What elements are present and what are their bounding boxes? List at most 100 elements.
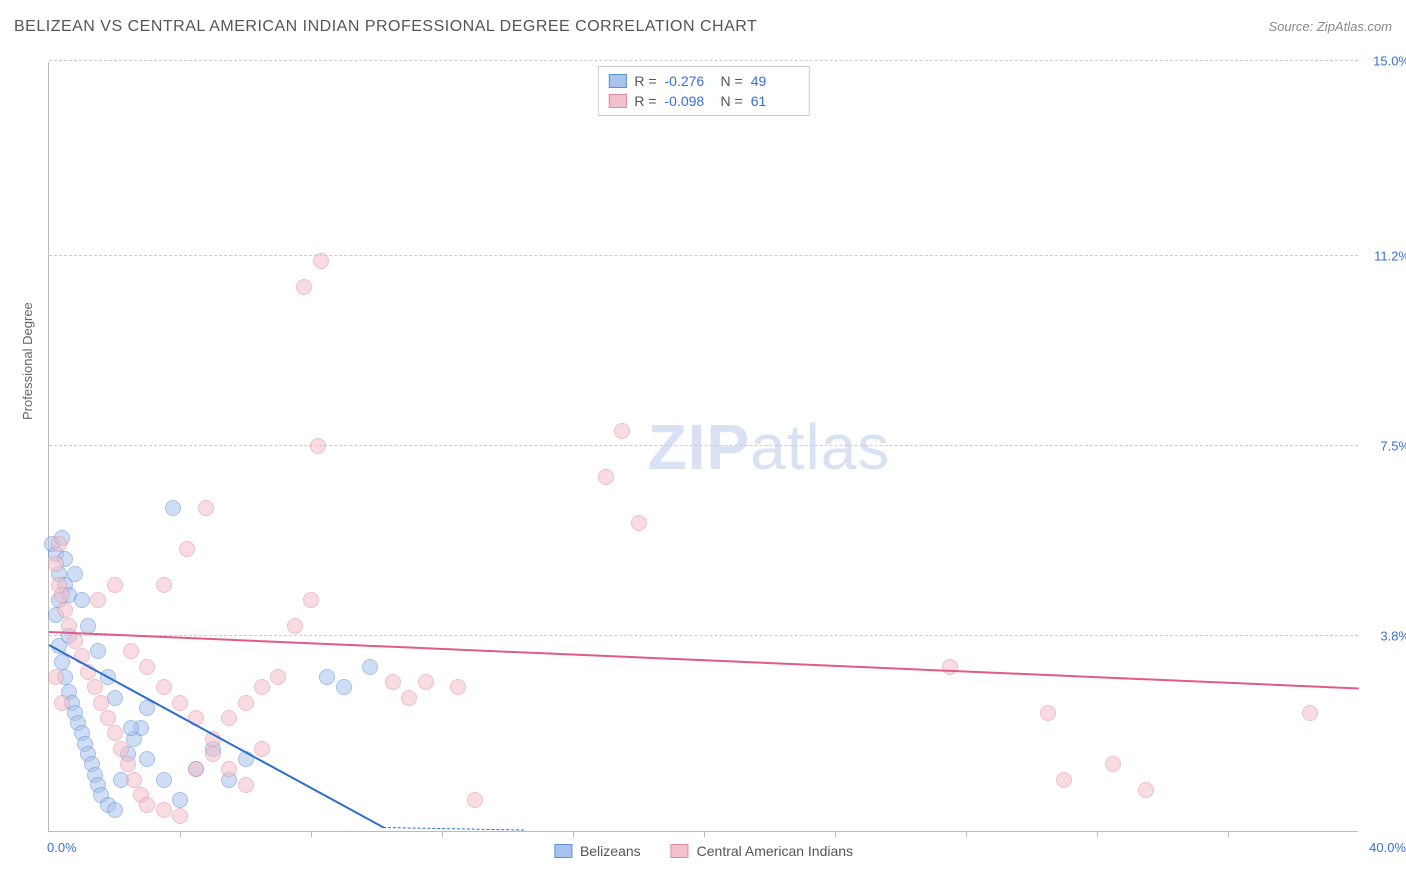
scatter-point [156, 772, 172, 788]
scatter-point [54, 695, 70, 711]
scatter-point [107, 577, 123, 593]
scatter-point [93, 695, 109, 711]
y-tick-label: 15.0% [1373, 54, 1406, 69]
scatter-point [139, 751, 155, 767]
scatter-point [90, 592, 106, 608]
scatter-point [631, 515, 647, 531]
swatch [554, 844, 572, 858]
scatter-point [362, 659, 378, 675]
x-tick-mark [1228, 831, 1229, 837]
scatter-point [1056, 772, 1072, 788]
scatter-point [48, 669, 64, 685]
scatter-point [67, 633, 83, 649]
scatter-point [179, 541, 195, 557]
scatter-point [287, 618, 303, 634]
swatch [608, 74, 626, 88]
scatter-point [80, 618, 96, 634]
scatter-point [238, 695, 254, 711]
scatter-point [156, 577, 172, 593]
scatter-point [139, 797, 155, 813]
scatter-point [198, 500, 214, 516]
x-tick-mark [1097, 831, 1098, 837]
x-tick-mark [311, 831, 312, 837]
chart-title: BELIZEAN VS CENTRAL AMERICAN INDIAN PROF… [14, 18, 757, 36]
scatter-point [90, 643, 106, 659]
scatter-point [107, 725, 123, 741]
x-tick-mark [442, 831, 443, 837]
gridline [49, 635, 1358, 636]
scatter-point [48, 556, 64, 572]
scatter-point [87, 679, 103, 695]
scatter-point [156, 802, 172, 818]
scatter-point [100, 710, 116, 726]
x-tick-mark [573, 831, 574, 837]
scatter-point [336, 679, 352, 695]
y-axis-label: Professional Degree [20, 302, 35, 420]
scatter-point [310, 438, 326, 454]
scatter-point [54, 587, 70, 603]
chart-source: Source: ZipAtlas.com [1268, 19, 1392, 34]
scatter-point [221, 761, 237, 777]
scatter-point [401, 690, 417, 706]
r-label: R = [634, 73, 656, 89]
scatter-point [51, 536, 67, 552]
scatter-point [303, 592, 319, 608]
scatter-point [313, 253, 329, 269]
legend-label: Central American Indians [697, 843, 853, 859]
y-tick-label: 3.8% [1380, 628, 1406, 643]
gridline [49, 445, 1358, 446]
trend-line-dashed [383, 827, 524, 831]
trend-line [49, 631, 1359, 689]
scatter-point [450, 679, 466, 695]
correlation-box: R = -0.276 N = 49 R = -0.098 N = 61 [597, 66, 809, 116]
chart-header: BELIZEAN VS CENTRAL AMERICAN INDIAN PROF… [14, 18, 1392, 36]
x-tick-max: 40.0% [1369, 840, 1406, 855]
scatter-point [254, 741, 270, 757]
scatter-point [598, 469, 614, 485]
scatter-point [385, 674, 401, 690]
scatter-point [296, 279, 312, 295]
scatter-point [113, 741, 129, 757]
n-value: 61 [751, 93, 799, 109]
scatter-point [1138, 782, 1154, 798]
y-tick-label: 11.2% [1374, 249, 1406, 264]
watermark-rest: atlas [750, 411, 890, 483]
x-tick-mark [180, 831, 181, 837]
legend-item: Belizeans [554, 843, 641, 859]
watermark-bold: ZIP [648, 411, 751, 483]
plot-area: ZIPatlas R = -0.276 N = 49 R = -0.098 N … [48, 62, 1358, 832]
swatch [671, 844, 689, 858]
scatter-point [418, 674, 434, 690]
n-label: N = [721, 73, 743, 89]
scatter-point [123, 720, 139, 736]
scatter-point [67, 566, 83, 582]
scatter-point [120, 756, 136, 772]
r-value: -0.276 [665, 73, 713, 89]
scatter-point [1302, 705, 1318, 721]
scatter-point [270, 669, 286, 685]
legend-item: Central American Indians [671, 843, 853, 859]
x-tick-mark [966, 831, 967, 837]
scatter-point [172, 808, 188, 824]
scatter-point [254, 679, 270, 695]
x-tick-min: 0.0% [47, 840, 77, 855]
y-tick-label: 7.5% [1380, 439, 1406, 454]
scatter-point [139, 659, 155, 675]
scatter-point [188, 761, 204, 777]
n-label: N = [721, 93, 743, 109]
scatter-point [1105, 756, 1121, 772]
r-label: R = [634, 93, 656, 109]
scatter-point [126, 772, 142, 788]
scatter-point [319, 669, 335, 685]
correlation-row: R = -0.276 N = 49 [608, 71, 798, 91]
scatter-point [1040, 705, 1056, 721]
x-tick-mark [835, 831, 836, 837]
gridline [49, 60, 1358, 61]
scatter-point [238, 777, 254, 793]
scatter-point [942, 659, 958, 675]
scatter-point [165, 500, 181, 516]
scatter-point [74, 592, 90, 608]
gridline [49, 255, 1358, 256]
scatter-point [172, 792, 188, 808]
swatch [608, 94, 626, 108]
